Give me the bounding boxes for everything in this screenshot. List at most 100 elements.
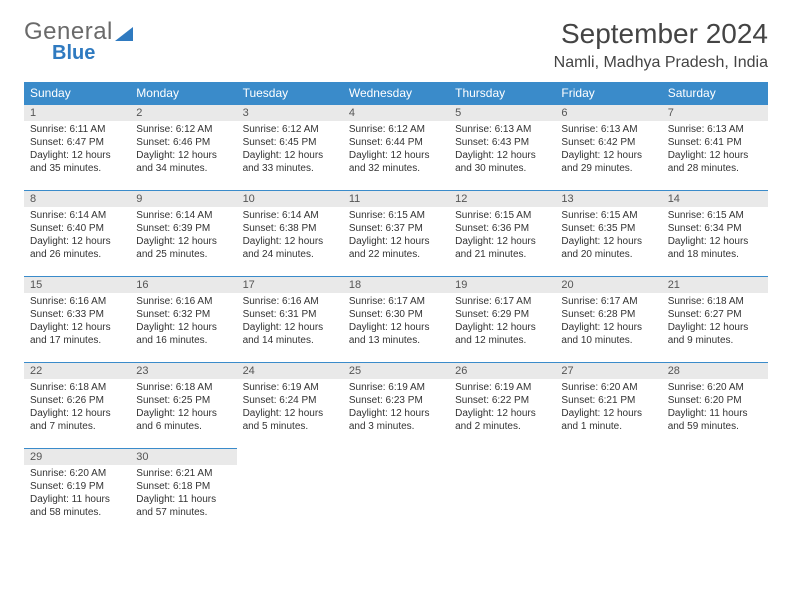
daylight-text: and 59 minutes. xyxy=(668,420,762,433)
day-number: 30 xyxy=(130,449,236,465)
sunset-text: Sunset: 6:45 PM xyxy=(243,136,337,149)
daylight-text: Daylight: 12 hours xyxy=(561,321,655,334)
daylight-text: Daylight: 12 hours xyxy=(349,235,443,248)
day-details: Sunrise: 6:14 AMSunset: 6:38 PMDaylight:… xyxy=(237,207,343,265)
sunrise-text: Sunrise: 6:14 AM xyxy=(243,209,337,222)
sunset-text: Sunset: 6:33 PM xyxy=(30,308,124,321)
day-details: Sunrise: 6:20 AMSunset: 6:19 PMDaylight:… xyxy=(24,465,130,523)
sunset-text: Sunset: 6:43 PM xyxy=(455,136,549,149)
day-details: Sunrise: 6:12 AMSunset: 6:46 PMDaylight:… xyxy=(130,121,236,179)
sunset-text: Sunset: 6:32 PM xyxy=(136,308,230,321)
calendar-cell: 1Sunrise: 6:11 AMSunset: 6:47 PMDaylight… xyxy=(24,105,130,191)
day-header-row: Sunday Monday Tuesday Wednesday Thursday… xyxy=(24,82,768,105)
day-number: 2 xyxy=(130,105,236,121)
sunset-text: Sunset: 6:41 PM xyxy=(668,136,762,149)
day-details: Sunrise: 6:18 AMSunset: 6:25 PMDaylight:… xyxy=(130,379,236,437)
daylight-text: Daylight: 12 hours xyxy=(243,235,337,248)
daylight-text: and 3 minutes. xyxy=(349,420,443,433)
day-number: 21 xyxy=(662,277,768,293)
sunrise-text: Sunrise: 6:17 AM xyxy=(455,295,549,308)
day-details: Sunrise: 6:20 AMSunset: 6:20 PMDaylight:… xyxy=(662,379,768,437)
day-details: Sunrise: 6:16 AMSunset: 6:32 PMDaylight:… xyxy=(130,293,236,351)
daylight-text: and 5 minutes. xyxy=(243,420,337,433)
day-details: Sunrise: 6:13 AMSunset: 6:42 PMDaylight:… xyxy=(555,121,661,179)
day-details: Sunrise: 6:14 AMSunset: 6:39 PMDaylight:… xyxy=(130,207,236,265)
calendar-cell: 3Sunrise: 6:12 AMSunset: 6:45 PMDaylight… xyxy=(237,105,343,191)
sunrise-text: Sunrise: 6:20 AM xyxy=(668,381,762,394)
daylight-text: Daylight: 12 hours xyxy=(136,235,230,248)
daylight-text: and 34 minutes. xyxy=(136,162,230,175)
calendar-cell: 12Sunrise: 6:15 AMSunset: 6:36 PMDayligh… xyxy=(449,191,555,277)
logo: General Blue xyxy=(24,18,133,65)
daylight-text: Daylight: 12 hours xyxy=(668,235,762,248)
calendar-cell: 7Sunrise: 6:13 AMSunset: 6:41 PMDaylight… xyxy=(662,105,768,191)
calendar-cell: 6Sunrise: 6:13 AMSunset: 6:42 PMDaylight… xyxy=(555,105,661,191)
daylight-text: and 28 minutes. xyxy=(668,162,762,175)
daylight-text: and 29 minutes. xyxy=(561,162,655,175)
daylight-text: Daylight: 12 hours xyxy=(455,235,549,248)
calendar-cell xyxy=(555,449,661,535)
sunrise-text: Sunrise: 6:13 AM xyxy=(668,123,762,136)
day-number: 22 xyxy=(24,363,130,379)
daylight-text: Daylight: 12 hours xyxy=(243,407,337,420)
sunset-text: Sunset: 6:27 PM xyxy=(668,308,762,321)
calendar-cell xyxy=(237,449,343,535)
sunset-text: Sunset: 6:26 PM xyxy=(30,394,124,407)
sunrise-text: Sunrise: 6:12 AM xyxy=(243,123,337,136)
calendar-cell: 30Sunrise: 6:21 AMSunset: 6:18 PMDayligh… xyxy=(130,449,236,535)
calendar-cell: 17Sunrise: 6:16 AMSunset: 6:31 PMDayligh… xyxy=(237,277,343,363)
day-details: Sunrise: 6:12 AMSunset: 6:44 PMDaylight:… xyxy=(343,121,449,179)
daylight-text: Daylight: 12 hours xyxy=(455,321,549,334)
daylight-text: and 6 minutes. xyxy=(136,420,230,433)
day-number: 1 xyxy=(24,105,130,121)
day-details: Sunrise: 6:18 AMSunset: 6:26 PMDaylight:… xyxy=(24,379,130,437)
logo-triangle-icon xyxy=(115,27,133,41)
calendar-cell: 11Sunrise: 6:15 AMSunset: 6:37 PMDayligh… xyxy=(343,191,449,277)
day-details: Sunrise: 6:19 AMSunset: 6:24 PMDaylight:… xyxy=(237,379,343,437)
daylight-text: Daylight: 11 hours xyxy=(668,407,762,420)
daylight-text: Daylight: 12 hours xyxy=(668,321,762,334)
sunrise-text: Sunrise: 6:13 AM xyxy=(455,123,549,136)
sunset-text: Sunset: 6:18 PM xyxy=(136,480,230,493)
calendar-cell: 21 Sunrise: 6:18 AMSunset: 6:27 PMDayligh… xyxy=(662,277,768,363)
location-text: Namli, Madhya Pradesh, India xyxy=(554,54,768,72)
sunrise-text: Sunrise: 6:16 AM xyxy=(136,295,230,308)
sunrise-text: Sunrise: 6:19 AM xyxy=(455,381,549,394)
calendar-cell: 29Sunrise: 6:20 AMSunset: 6:19 PMDayligh… xyxy=(24,449,130,535)
sunrise-text: Sunrise: 6:12 AM xyxy=(349,123,443,136)
sunset-text: Sunset: 6:37 PM xyxy=(349,222,443,235)
daylight-text: and 25 minutes. xyxy=(136,248,230,261)
calendar-cell: 9Sunrise: 6:14 AMSunset: 6:39 PMDaylight… xyxy=(130,191,236,277)
month-title: September 2024 xyxy=(554,18,768,50)
sunrise-text: Sunrise: 6:13 AM xyxy=(561,123,655,136)
calendar-cell: 26Sunrise: 6:19 AMSunset: 6:22 PMDayligh… xyxy=(449,363,555,449)
daylight-text: and 22 minutes. xyxy=(349,248,443,261)
day-number: 14 xyxy=(662,191,768,207)
daylight-text: Daylight: 12 hours xyxy=(136,149,230,162)
calendar-cell: 8Sunrise: 6:14 AMSunset: 6:40 PMDaylight… xyxy=(24,191,130,277)
calendar-cell xyxy=(449,449,555,535)
day-number: 16 xyxy=(130,277,236,293)
daylight-text: Daylight: 12 hours xyxy=(30,149,124,162)
daylight-text: and 26 minutes. xyxy=(30,248,124,261)
sunrise-text: Sunrise: 6:19 AM xyxy=(349,381,443,394)
sunrise-text: Sunrise: 6:19 AM xyxy=(243,381,337,394)
calendar-cell: 20Sunrise: 6:17 AMSunset: 6:28 PMDayligh… xyxy=(555,277,661,363)
day-details: Sunrise: 6:19 AMSunset: 6:22 PMDaylight:… xyxy=(449,379,555,437)
day-header: Saturday xyxy=(662,82,768,105)
day-details: Sunrise: 6:12 AMSunset: 6:45 PMDaylight:… xyxy=(237,121,343,179)
sunrise-text: Sunrise: 6:15 AM xyxy=(349,209,443,222)
sunset-text: Sunset: 6:29 PM xyxy=(455,308,549,321)
daylight-text: and 12 minutes. xyxy=(455,334,549,347)
sunrise-text: Sunrise: 6:15 AM xyxy=(561,209,655,222)
daylight-text: Daylight: 11 hours xyxy=(30,493,124,506)
day-number: 3 xyxy=(237,105,343,121)
sunrise-text: Sunrise: 6:18 AM xyxy=(668,295,762,308)
sunrise-text: Sunrise: 6:16 AM xyxy=(243,295,337,308)
daylight-text: and 21 minutes. xyxy=(455,248,549,261)
daylight-text: and 24 minutes. xyxy=(243,248,337,261)
sunrise-text: Sunrise: 6:18 AM xyxy=(30,381,124,394)
daylight-text: and 33 minutes. xyxy=(243,162,337,175)
daylight-text: and 20 minutes. xyxy=(561,248,655,261)
daylight-text: Daylight: 11 hours xyxy=(136,493,230,506)
